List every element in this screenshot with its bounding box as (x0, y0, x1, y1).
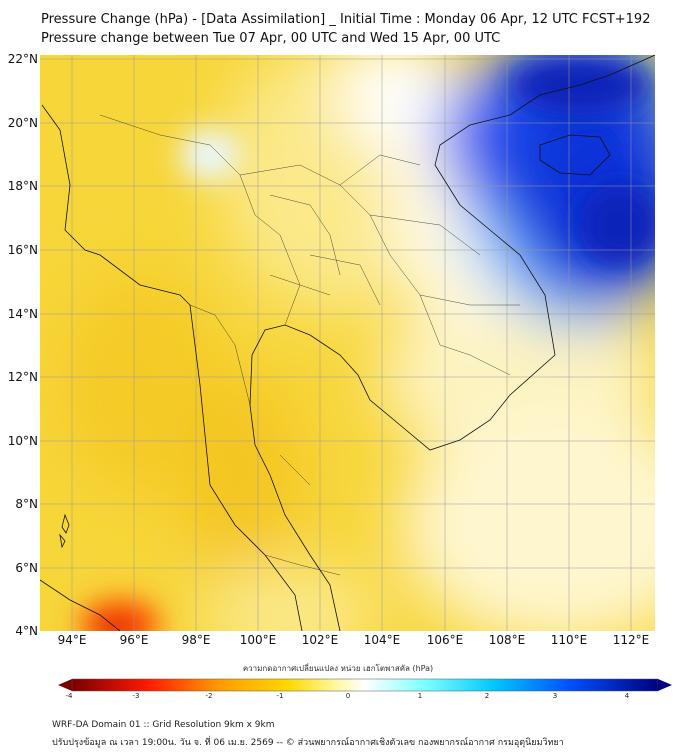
lon-label: 94°E (57, 633, 87, 647)
lat-label: 14°N (7, 307, 38, 321)
lon-label: 110°E (550, 633, 588, 647)
lat-label: 6°N (15, 561, 38, 575)
colorbar-tick: 1 (417, 692, 423, 700)
lat-label: 18°N (7, 179, 38, 193)
chart-title: Pressure Change (hPa) - [Data Assimilati… (41, 12, 651, 27)
lat-label: 10°N (7, 434, 38, 448)
lon-label: 98°E (181, 633, 211, 647)
pressure-change-map (40, 55, 655, 631)
lon-label: 112°E (612, 633, 650, 647)
lon-label: 102°E (301, 633, 339, 647)
colorbar-tick: 0 (345, 692, 351, 700)
lon-label: 100°E (239, 633, 277, 647)
borders (99, 114, 520, 576)
lon-label: 106°E (426, 633, 464, 647)
colorbar-tick: -4 (65, 692, 73, 700)
footer-model-info: WRF-DA Domain 01 :: Grid Resolution 9km … (52, 720, 275, 730)
colorbar-label: ความกดอากาศเปลี่ยนแปลง หน่วย เฮกโตพาสคัล… (242, 664, 434, 673)
lat-label: 8°N (15, 497, 38, 511)
pressure-field (40, 55, 655, 631)
colorbar-tick: 2 (484, 692, 490, 700)
lat-label: 20°N (7, 116, 38, 130)
colorbar (58, 678, 672, 692)
colorbar-tick: 3 (552, 692, 558, 700)
lon-label: 104°E (363, 633, 401, 647)
colorbar-tick: -1 (276, 692, 284, 700)
lat-label: 16°N (7, 243, 38, 257)
coastlines (40, 55, 655, 631)
colorbar-tick: -2 (205, 692, 213, 700)
lon-label: 108°E (488, 633, 526, 647)
colorbar-tick: -3 (132, 692, 140, 700)
footer-credit: ปรับปรุงข้อมูล ณ เวลา 19:00น. วัน จ. ที่… (52, 738, 564, 748)
colorbar-tick: 4 (624, 692, 630, 700)
graticule (40, 55, 655, 631)
lat-label: 12°N (7, 370, 38, 384)
lat-label: 22°N (7, 52, 38, 66)
lat-label: 4°N (15, 624, 38, 638)
lon-label: 96°E (119, 633, 149, 647)
chart-subtitle: Pressure change between Tue 07 Apr, 00 U… (41, 31, 501, 46)
